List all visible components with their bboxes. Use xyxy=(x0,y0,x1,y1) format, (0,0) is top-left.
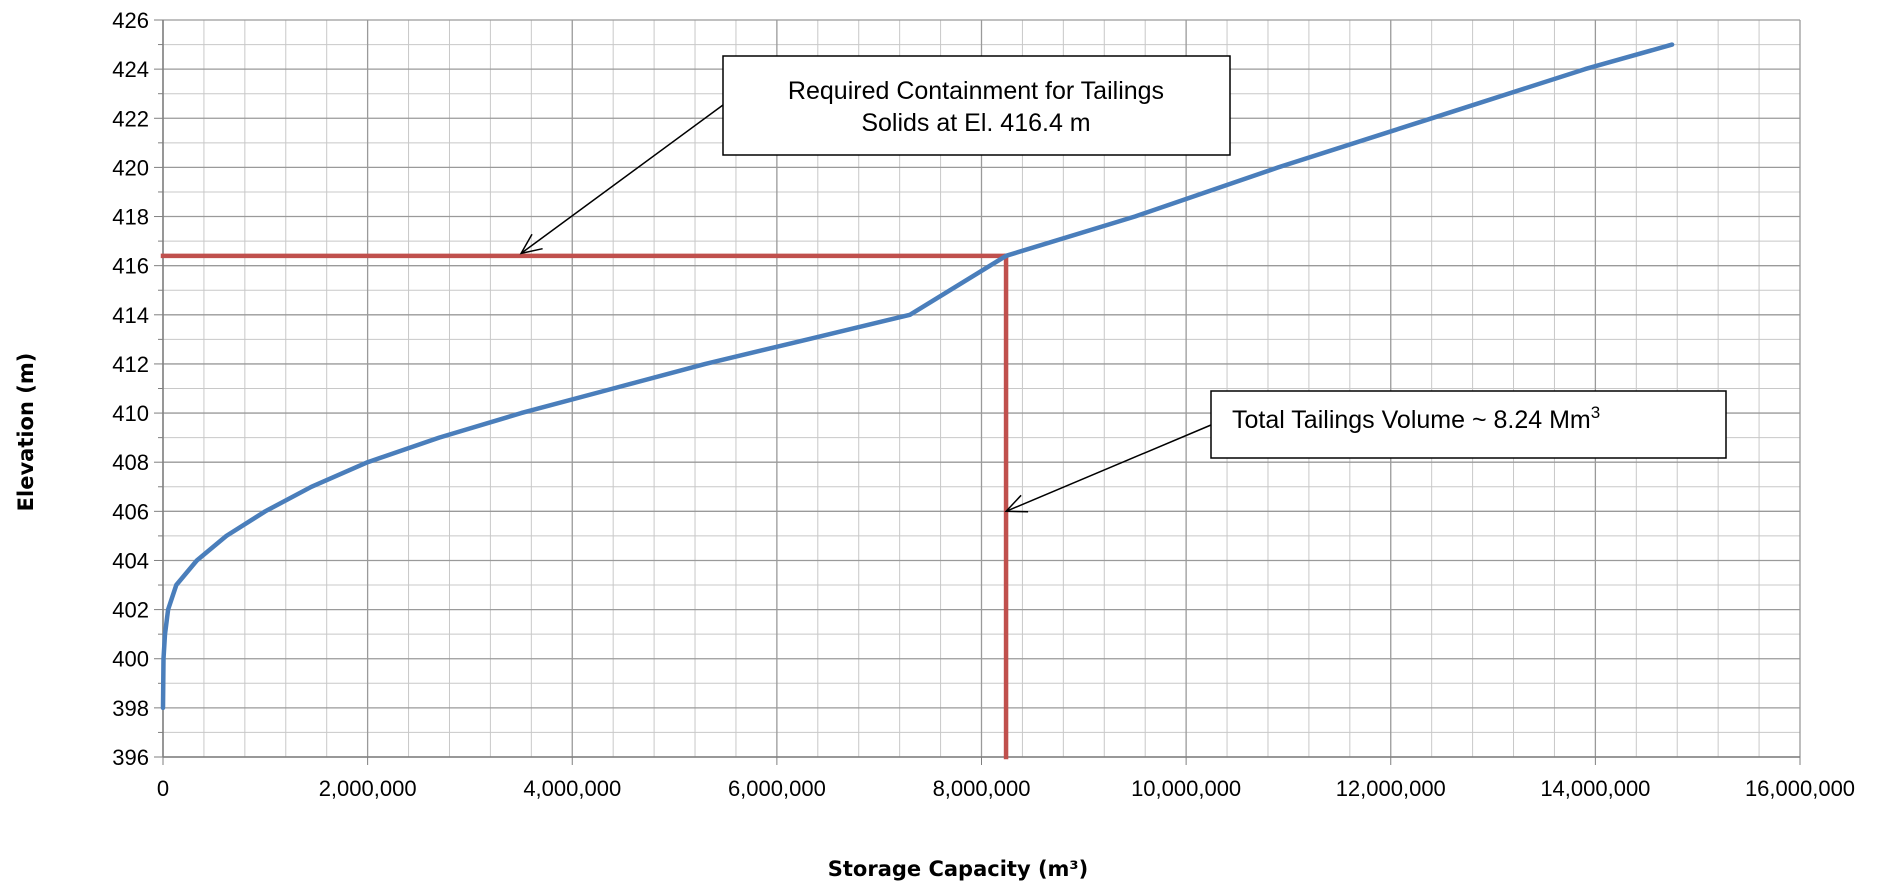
annotation-line-1: Required Containment for Tailings xyxy=(788,77,1164,105)
y-tick-label: 416 xyxy=(112,254,149,279)
annotation-line-2: Solids at El. 416.4 m xyxy=(861,109,1090,137)
y-tick-label: 426 xyxy=(112,8,149,33)
x-tick-labels: 0 2,000,000 4,000,000 6,000,000 8,000,000 10,… xyxy=(157,776,1855,801)
x-tick-label: 16,000,000 xyxy=(1745,776,1855,801)
x-tick-label: 12,000,000 xyxy=(1336,776,1446,801)
y-tick-label: 406 xyxy=(112,499,149,524)
y-tick-label: 408 xyxy=(112,450,149,475)
y-tick-label: 402 xyxy=(112,598,149,623)
x-tick-label: 10,000,000 xyxy=(1131,776,1241,801)
y-tick-label: 420 xyxy=(112,155,149,180)
x-tick-label: 14,000,000 xyxy=(1540,776,1650,801)
y-tick-label: 422 xyxy=(112,106,149,131)
y-tick-label: 410 xyxy=(112,401,149,426)
y-tick-label: 418 xyxy=(112,205,149,230)
y-tick-label: 412 xyxy=(112,352,149,377)
y-axis-title: Elevation (m) xyxy=(14,353,38,512)
y-tick-label: 398 xyxy=(112,696,149,721)
annotation-box xyxy=(723,56,1230,155)
y-tick-label: 414 xyxy=(112,303,149,328)
x-tick-label: 2,000,000 xyxy=(319,776,417,801)
y-tick-label: 400 xyxy=(112,647,149,672)
x-axis-title: Storage Capacity (m³) xyxy=(828,857,1088,881)
x-tick-label: 8,000,000 xyxy=(933,776,1031,801)
x-tick-label: 4,000,000 xyxy=(523,776,621,801)
x-tick-label: 6,000,000 xyxy=(728,776,826,801)
annotation-text: Total Tailings Volume ~ 8.24 Mm3 xyxy=(1232,403,1600,434)
y-tick-label: 424 xyxy=(112,57,149,82)
x-tick-label: 0 xyxy=(157,776,169,801)
y-tick-label: 404 xyxy=(112,548,149,573)
y-tick-label: 396 xyxy=(112,745,149,770)
